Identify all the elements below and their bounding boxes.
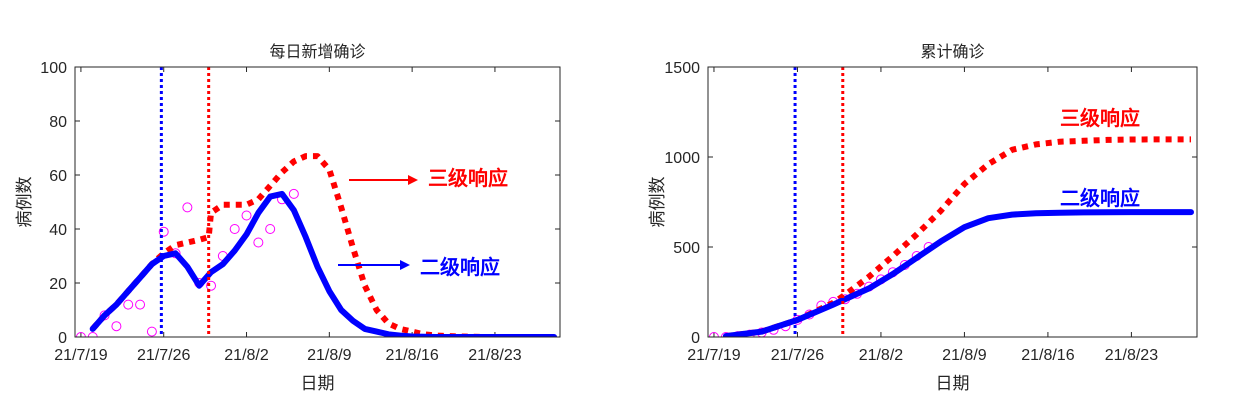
data-point-marker bbox=[135, 299, 146, 310]
y-tick-label: 80 bbox=[49, 114, 67, 131]
data-point-marker bbox=[111, 321, 122, 332]
y-tick-label: 1000 bbox=[664, 150, 700, 167]
data-point-marker bbox=[87, 332, 98, 337]
chart-title: 每日新增确诊 bbox=[269, 42, 365, 61]
data-point-marker bbox=[229, 224, 240, 234]
data-point-marker bbox=[720, 332, 731, 337]
data-point-marker bbox=[241, 210, 252, 221]
x-tick-label: 21/8/2 bbox=[224, 347, 269, 364]
data-point-marker bbox=[253, 237, 264, 248]
axes-box bbox=[74, 66, 561, 338]
x-tick-label: 21/8/23 bbox=[468, 347, 521, 364]
series-line-level2 bbox=[722, 209, 1194, 337]
data-point-marker bbox=[288, 188, 299, 199]
y-tick-label: 0 bbox=[691, 330, 700, 347]
x-tick-label: 21/8/2 bbox=[859, 347, 904, 364]
data-point-marker bbox=[75, 332, 86, 337]
x-tick-label: 21/8/9 bbox=[942, 347, 987, 364]
x-axis-label: 日期 bbox=[301, 374, 335, 394]
x-tick-label: 21/7/19 bbox=[687, 347, 740, 364]
plot-area bbox=[75, 67, 558, 337]
plot-area bbox=[708, 67, 1194, 337]
annotation-label: 二级响应 bbox=[420, 255, 500, 279]
y-tick-label: 20 bbox=[49, 276, 67, 293]
data-point-marker bbox=[206, 280, 217, 291]
x-tick-label: 21/7/26 bbox=[771, 347, 824, 364]
chart-title: 累计确诊 bbox=[920, 42, 984, 61]
x-tick-label: 21/8/9 bbox=[307, 347, 352, 364]
data-point-marker bbox=[158, 226, 169, 237]
data-point-marker bbox=[123, 299, 134, 310]
data-point-marker bbox=[182, 202, 193, 213]
annotation-label: 二级响应 bbox=[1060, 186, 1140, 210]
y-tick-label: 40 bbox=[49, 222, 67, 239]
annotation-arrow-head bbox=[408, 175, 418, 185]
annotation-arrow-head bbox=[400, 260, 410, 270]
x-tick-label: 21/7/19 bbox=[54, 347, 107, 364]
y-tick-label: 500 bbox=[673, 240, 700, 257]
x-tick-label: 21/7/26 bbox=[137, 347, 190, 364]
y-tick-label: 100 bbox=[40, 60, 67, 77]
annotation-label: 三级响应 bbox=[1060, 106, 1140, 130]
y-tick-label: 1500 bbox=[664, 60, 700, 77]
y-axis-label: 病例数 bbox=[648, 177, 668, 228]
y-axis-label: 病例数 bbox=[15, 177, 35, 228]
x-axis-label: 日期 bbox=[936, 374, 970, 394]
x-tick-label: 21/8/16 bbox=[1021, 347, 1074, 364]
annotation-label: 三级响应 bbox=[428, 166, 508, 190]
axes-box bbox=[707, 66, 1198, 338]
data-point-marker bbox=[265, 224, 276, 234]
y-tick-label: 60 bbox=[49, 168, 67, 185]
data-point-marker bbox=[708, 332, 719, 337]
y-tick-label: 0 bbox=[58, 330, 67, 347]
x-tick-label: 21/8/16 bbox=[385, 347, 438, 364]
data-point-marker bbox=[146, 326, 157, 337]
x-tick-label: 21/8/23 bbox=[1105, 347, 1158, 364]
